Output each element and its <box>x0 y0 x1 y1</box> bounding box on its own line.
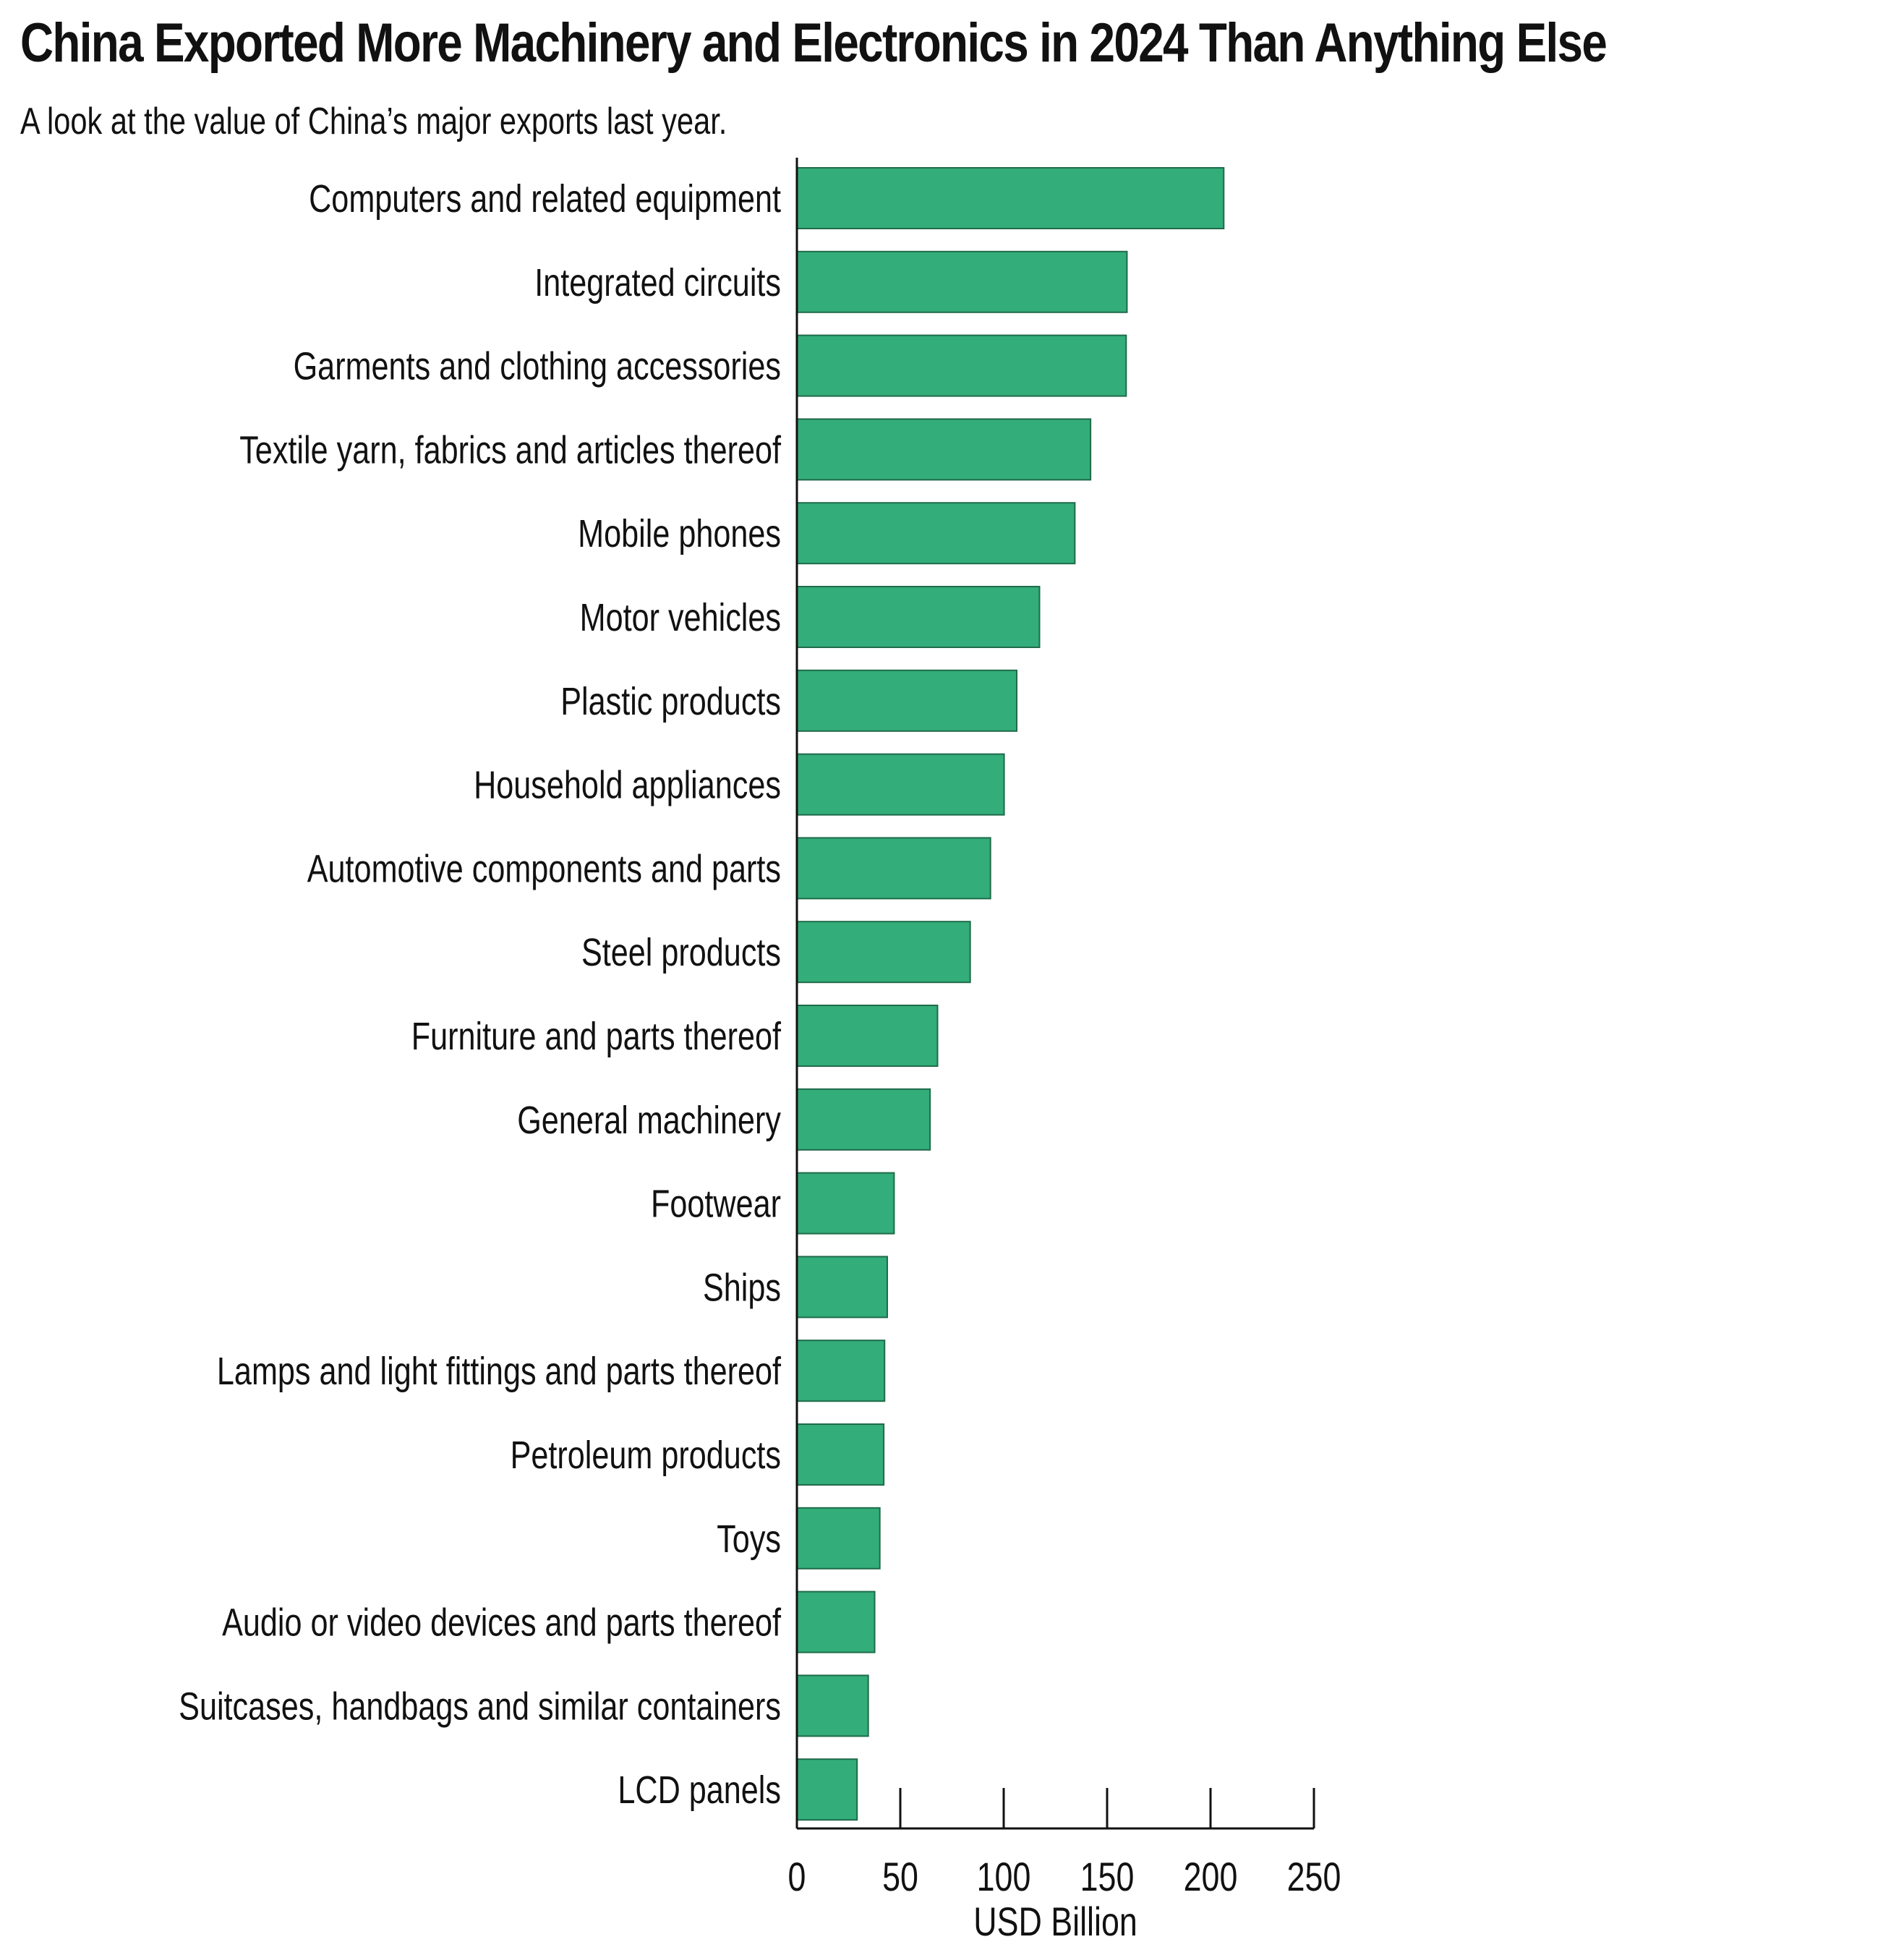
category-label: Computers and related equipment <box>309 178 781 221</box>
chart-subtitle: A look at the value of China’s major exp… <box>20 101 727 142</box>
category-label: Textile yarn, fabrics and articles there… <box>239 429 781 472</box>
bar <box>796 837 991 900</box>
category-label: Toys <box>717 1517 781 1561</box>
category-label: Suitcases, handbags and similar containe… <box>179 1685 781 1729</box>
category-label: Ships <box>703 1266 781 1310</box>
x-tick-label: 0 <box>788 1854 806 1899</box>
bar <box>796 586 1041 648</box>
bar <box>796 1423 885 1486</box>
category-label: Garments and clothing accessories <box>294 345 781 388</box>
axes: 0 50 100 150 200 250 USD Billion <box>788 158 1341 1942</box>
category-label: Steel products <box>581 932 781 975</box>
category-label: Petroleum products <box>511 1434 781 1478</box>
bar <box>796 1674 869 1737</box>
bar <box>796 1005 939 1067</box>
category-label: Furniture and parts thereof <box>411 1015 782 1059</box>
bar <box>796 1340 886 1402</box>
bar <box>796 921 971 984</box>
bar <box>796 753 1005 816</box>
category-label: Footwear <box>651 1183 781 1226</box>
bar <box>796 334 1127 397</box>
category-label: Household appliances <box>474 764 781 807</box>
bar <box>796 1590 876 1653</box>
x-tick-label: 50 <box>882 1854 918 1899</box>
bar <box>796 1088 931 1151</box>
bar <box>796 1758 858 1821</box>
category-label: Automotive components and parts <box>307 848 781 891</box>
bar <box>796 250 1128 313</box>
bar <box>796 1256 888 1319</box>
category-labels: Computers and related equipment Integrate… <box>179 178 781 1813</box>
bar <box>796 502 1076 565</box>
x-tick-label: 100 <box>977 1854 1031 1899</box>
bar <box>796 167 1225 229</box>
category-label: Plastic products <box>560 680 781 723</box>
x-tick-label: 150 <box>1080 1854 1135 1899</box>
category-label: LCD panels <box>618 1769 781 1813</box>
category-label: Motor vehicles <box>580 597 781 640</box>
category-label: Mobile phones <box>578 513 781 556</box>
bars-layer <box>796 167 1225 1821</box>
category-label: General machinery <box>517 1099 781 1142</box>
bar <box>796 418 1092 481</box>
chart-title: China Exported More Machinery and Electr… <box>20 12 1608 74</box>
category-label: Audio or video devices and parts thereof <box>222 1601 781 1645</box>
bar <box>796 669 1018 732</box>
bar <box>796 1172 895 1235</box>
x-axis-title: USD Billion <box>973 1899 1137 1942</box>
category-label: Integrated circuits <box>534 261 781 304</box>
category-label: Lamps and light fittings and parts there… <box>217 1350 781 1394</box>
bar <box>796 1507 881 1570</box>
x-tick-label: 200 <box>1184 1854 1238 1899</box>
x-tick-label: 250 <box>1287 1854 1341 1899</box>
